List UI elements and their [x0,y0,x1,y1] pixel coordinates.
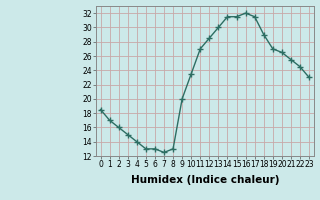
X-axis label: Humidex (Indice chaleur): Humidex (Indice chaleur) [131,175,279,185]
